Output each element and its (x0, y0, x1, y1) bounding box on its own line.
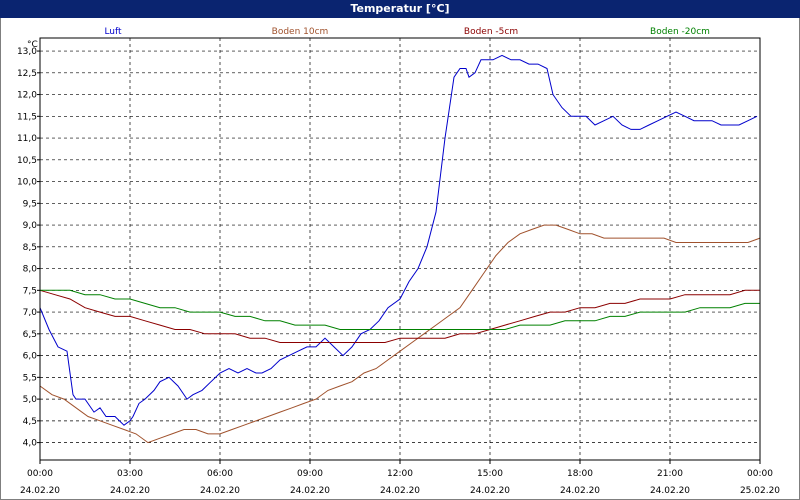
plot-area-border (39, 37, 761, 461)
y-tick-label: 6,5 (23, 330, 37, 340)
y-tick-label: 13,0 (17, 47, 37, 57)
x-tick-time: 21:00 (657, 469, 683, 479)
y-tick-label: 11,0 (17, 134, 37, 144)
y-tick-label: 12,0 (17, 91, 37, 101)
x-tick-date: 24.02.20 (380, 486, 420, 496)
y-tick-label: 5,0 (23, 395, 38, 405)
x-tick-time: 15:00 (477, 469, 503, 479)
x-tick-date: 24.02.20 (650, 486, 690, 496)
y-tick-label: 6,0 (23, 352, 38, 362)
y-tick-label: 12,5 (17, 69, 37, 79)
legend-entry: Boden 10cm (272, 27, 329, 37)
y-tick-label: 4,0 (23, 439, 38, 449)
y-tick-label: 8,5 (23, 243, 37, 253)
y-tick-label: 7,0 (23, 308, 38, 318)
x-tick-time: 09:00 (297, 469, 323, 479)
y-tick-label: 10,0 (17, 178, 37, 188)
y-tick-label: 9,0 (23, 221, 38, 231)
x-tick-date: 24.02.20 (200, 486, 240, 496)
x-tick-date: 25.02.20 (740, 486, 780, 496)
x-tick-time: 18:00 (567, 469, 593, 479)
x-tick-time: 00:00 (27, 469, 53, 479)
y-tick-label: 9,5 (23, 199, 37, 209)
x-tick-date: 24.02.20 (560, 486, 600, 496)
legend: Luft Boden 10cm Boden -5cm Boden -20cm (104, 27, 710, 37)
y-axis-unit: °C (27, 40, 38, 50)
legend-entry: Boden -5cm (464, 27, 518, 37)
x-tick-date: 24.02.20 (110, 486, 150, 496)
x-tick-date: 24.02.20 (290, 486, 330, 496)
y-tick-label: 8,0 (23, 265, 38, 275)
x-tick-time: 03:00 (117, 469, 143, 479)
series-line-boden-20cm (40, 289, 760, 330)
y-tick-label: 11,5 (17, 112, 37, 122)
y-tick-label: 4,5 (23, 417, 37, 427)
legend-entry: Luft (104, 27, 122, 37)
x-tick-time: 00:00 (747, 469, 773, 479)
series-line-luft (39, 54, 758, 426)
chart-title: Temperatur [°C] (0, 0, 800, 18)
y-axis: °C 4,0 4,5 5,0 5,5 6,0 6,5 7,0 7,5 8,0 8,5 9,0 9,5 1… (17, 40, 40, 449)
grid-lines (40, 38, 760, 460)
x-tick-date: 24.02.20 (20, 486, 60, 496)
series-lines (39, 54, 761, 444)
series-line-boden-5cm (39, 289, 760, 343)
y-tick-label: 10,5 (17, 156, 37, 166)
y-tick-label: 5,5 (23, 373, 37, 383)
x-tick-time: 12:00 (387, 469, 413, 479)
y-tick-label: 7,5 (23, 286, 37, 296)
x-tick-time: 06:00 (207, 469, 233, 479)
x-tick-date: 24.02.20 (470, 486, 510, 496)
legend-entry: Boden -20cm (650, 27, 710, 37)
series-line-boden-10cm (39, 224, 761, 444)
x-axis: 00:00 24.02.20 03:00 24.02.20 06:00 24.02.20 0… (20, 460, 780, 496)
